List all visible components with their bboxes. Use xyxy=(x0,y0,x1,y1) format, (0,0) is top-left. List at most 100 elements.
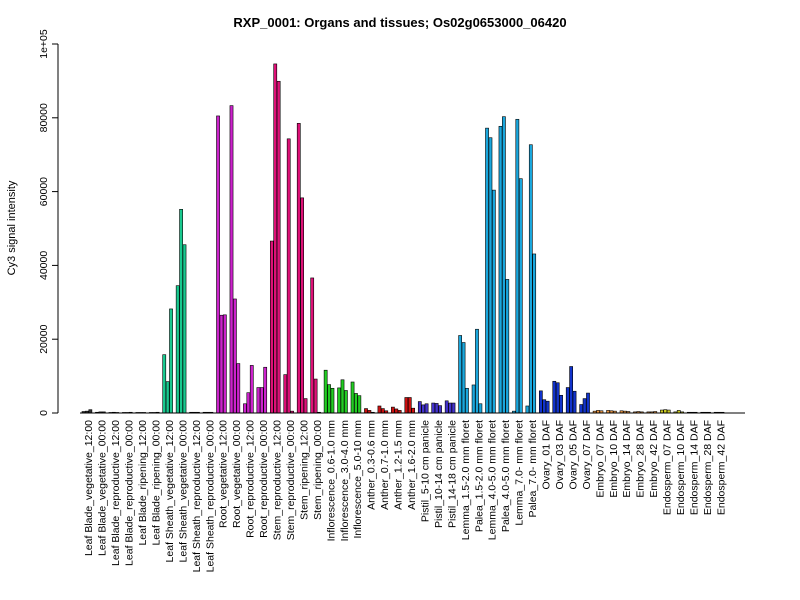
bar xyxy=(243,403,247,414)
x-category-label: Endosperm_42 DAF xyxy=(715,420,727,515)
x-category-label: Endosperm_10 DAF xyxy=(675,420,687,515)
x-category-label: Pistil_14-18 cm panicle xyxy=(446,420,458,528)
bar xyxy=(249,365,254,414)
x-category-label: Stem_ripening_12:00 xyxy=(298,420,310,520)
bar xyxy=(448,402,452,414)
x-category-label: Anther_1.6-2.0 mm xyxy=(406,420,418,510)
x-category-label: Leaf Sheath_vegetative_00:00 xyxy=(177,420,189,563)
bar xyxy=(444,400,449,414)
x-category-label: Root_reproductive_12:00 xyxy=(245,420,257,538)
bar xyxy=(572,390,577,414)
x-category-label: Lemma_7.0- mm floret xyxy=(514,420,526,526)
bar xyxy=(532,253,537,414)
bar xyxy=(182,244,187,414)
x-category-label: Root_reproductive_00:00 xyxy=(258,420,270,538)
x-category-label: Embryo_14 DAF xyxy=(621,420,633,498)
x-category-label: Stem_ripening_00:00 xyxy=(312,420,324,520)
bar xyxy=(380,408,385,414)
x-category-label: Inflorescence_5.0-10 mm xyxy=(352,420,364,539)
bar xyxy=(461,342,466,414)
bar xyxy=(330,387,335,414)
x-category-label: Leaf Blade_vegetative_12:00 xyxy=(83,420,95,556)
x-category-label: Endosperm_07 DAF xyxy=(662,420,674,515)
y-tick-label: 1e+05 xyxy=(38,29,50,59)
bar xyxy=(233,298,237,414)
x-category-label: Stem_reproductive_12:00 xyxy=(272,420,284,540)
bar xyxy=(559,394,563,414)
bar xyxy=(216,115,220,414)
bar xyxy=(364,408,368,414)
bar xyxy=(327,384,331,414)
bar xyxy=(223,314,227,414)
bar xyxy=(286,138,291,414)
bar xyxy=(488,137,493,414)
y-tick-label: 80000 xyxy=(38,103,50,132)
bar xyxy=(424,403,429,414)
bar xyxy=(175,285,180,414)
x-category-label: Palea_4.0-5.0 mm floret xyxy=(500,420,512,532)
x-category-label: Root_vegetative_00:00 xyxy=(231,420,243,528)
bar xyxy=(273,63,278,414)
x-category-label: Leaf Blade_ripening_00:00 xyxy=(150,420,162,546)
x-category-label: Inflorescence_3.0-4.0 mm xyxy=(339,420,351,542)
bar xyxy=(276,80,281,414)
x-category-label: Embryo_28 DAF xyxy=(635,420,647,498)
bar xyxy=(421,404,426,414)
x-axis-labels: Leaf Blade_vegetative_12:00 Leaf Blade_ve… xyxy=(83,420,727,573)
x-category-label: Leaf Sheath_vegetative_12:00 xyxy=(164,420,176,563)
bar xyxy=(586,392,590,414)
x-category-label: Leaf Sheath_reproductive_00:00 xyxy=(204,420,216,573)
bar xyxy=(377,405,382,414)
x-category-label: Ovary_03 DAF xyxy=(554,420,566,489)
x-category-label: Embryo_07 DAF xyxy=(594,420,606,498)
bar xyxy=(296,123,301,414)
bar xyxy=(417,401,422,414)
bar xyxy=(515,118,520,414)
bar xyxy=(505,279,510,414)
x-category-label: Anther_1.2-1.5 mm xyxy=(393,420,405,510)
bar xyxy=(162,354,167,414)
bar xyxy=(263,366,268,414)
bar xyxy=(310,277,315,414)
bar xyxy=(438,405,442,414)
bar xyxy=(337,387,341,414)
x-category-label: Leaf Blade_reproductive_12:00 xyxy=(110,420,122,566)
x-category-label: Endosperm_14 DAF xyxy=(688,420,700,515)
y-axis-label: Cy3 signal intensity xyxy=(6,180,18,275)
x-category-label: Anther_0.3-0.6 mm xyxy=(366,420,378,510)
bar xyxy=(579,404,584,414)
x-category-label: Ovary_07 DAF xyxy=(581,420,593,489)
x-category-label: Pistil_5-10 cm panicle xyxy=(419,420,431,522)
bar xyxy=(465,387,469,414)
chart-title: RXP_0001: Organs and tissues; Os02g06530… xyxy=(233,15,566,30)
bar xyxy=(528,144,533,414)
x-category-label: Ovary_01 DAF xyxy=(541,420,553,489)
bar xyxy=(219,314,224,414)
y-tick-label: 20000 xyxy=(38,324,50,353)
x-category-label: Inflorescence_0.6-1.0 mm xyxy=(325,420,337,542)
bar xyxy=(323,369,328,414)
x-category-label: Stem_reproductive_00:00 xyxy=(285,420,297,540)
bar xyxy=(538,390,543,414)
x-category-label: Leaf Blade_vegetative_00:00 xyxy=(97,420,109,556)
x-category-label: Embryo_42 DAF xyxy=(648,420,660,498)
bar xyxy=(582,398,587,414)
bar xyxy=(545,400,550,414)
x-category-label: Endosperm_28 DAF xyxy=(702,420,714,515)
bar xyxy=(283,374,288,414)
bar xyxy=(552,380,557,414)
x-category-label: Pistil_10-14 cm panicle xyxy=(433,420,445,528)
bar xyxy=(269,240,274,414)
bar xyxy=(555,382,560,414)
bar xyxy=(471,384,476,414)
x-category-label: Leaf Sheath_reproductive_12:00 xyxy=(191,420,203,573)
bar xyxy=(350,381,355,414)
x-category-label: Anther_0.7-1.0 mm xyxy=(379,420,391,510)
bar xyxy=(475,328,479,414)
bar xyxy=(313,378,318,414)
bar xyxy=(565,387,570,414)
bar xyxy=(404,397,409,414)
bar xyxy=(569,366,573,414)
bar xyxy=(300,197,305,414)
